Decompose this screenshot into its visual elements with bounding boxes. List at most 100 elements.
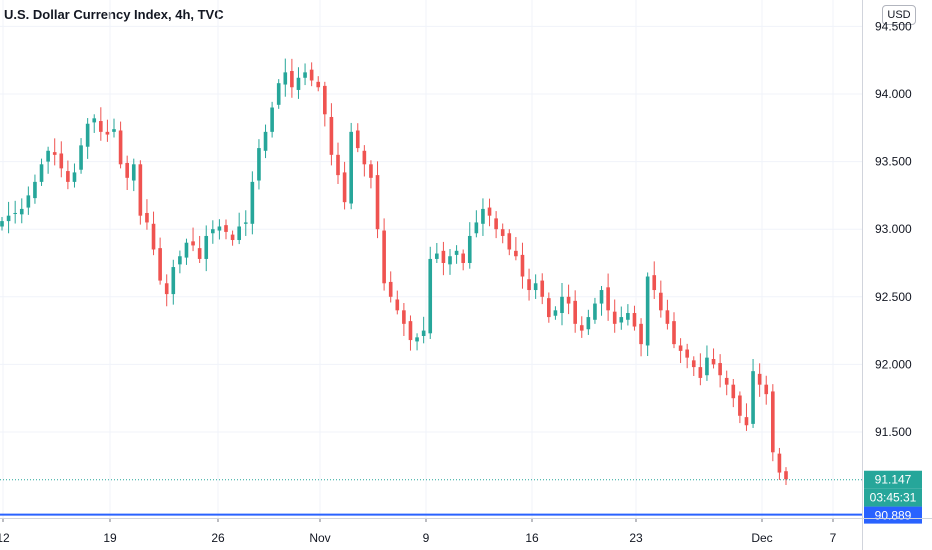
x-tick-label: 26 [211, 531, 225, 545]
candle-body [500, 229, 505, 236]
candle-body [19, 208, 24, 215]
candle-body [85, 123, 90, 147]
countdown-label-box [864, 488, 922, 507]
candle-body [461, 253, 465, 263]
candle-body [619, 317, 624, 323]
candle-body [421, 330, 426, 337]
candle-body [672, 321, 676, 345]
candle-body [520, 254, 525, 277]
last-price-label-box [864, 470, 922, 489]
price-line-label-box [864, 506, 922, 524]
x-tick-label: 9 [423, 531, 430, 545]
candle-body [547, 298, 551, 318]
candle-body [606, 287, 610, 311]
candle-body [99, 121, 103, 132]
candle-body [579, 325, 584, 331]
x-tick-label: 23 [629, 531, 643, 545]
candle-body [751, 371, 755, 424]
candle-body [257, 148, 261, 181]
candle-body [467, 235, 472, 263]
candle-body [527, 279, 531, 291]
candle-body [553, 310, 558, 316]
candle-body [691, 360, 696, 368]
candle-body [263, 131, 268, 151]
candle-body [309, 69, 314, 81]
candle-body [632, 313, 637, 327]
y-tick-label: 94.000 [875, 87, 912, 101]
candle-body [428, 258, 433, 334]
candle-body [349, 131, 353, 204]
x-tick-label: 12 [0, 531, 10, 545]
candle-body [131, 164, 136, 181]
chart-title: U.S. Dollar Currency Index, 4h, TVC [4, 7, 224, 22]
candle-body [316, 81, 321, 88]
candle-body [408, 321, 413, 341]
last-price-label: 91.147 [875, 473, 912, 487]
candle-body [0, 221, 4, 227]
candle-body [171, 267, 176, 295]
candle-body [586, 317, 591, 330]
candle-body [375, 175, 380, 230]
candle-body [66, 171, 70, 182]
candle-body [481, 208, 485, 224]
candle-body [118, 130, 123, 165]
candle-body [362, 150, 367, 165]
candlestick-series [0, 58, 788, 485]
candle-body [738, 395, 742, 416]
candle-body [283, 72, 288, 85]
candle-body [151, 223, 156, 250]
candle-body [184, 242, 189, 258]
candle-body [39, 164, 44, 182]
y-tick-label: 91.500 [875, 425, 912, 439]
candle-body [237, 226, 241, 241]
candle-body [645, 276, 650, 346]
candle-body [230, 234, 235, 241]
candle-body [757, 373, 762, 385]
candle-body [105, 131, 110, 135]
y-tick-label: 93.000 [875, 222, 912, 236]
candle-body [764, 384, 769, 395]
candle-body [382, 230, 386, 284]
y-tick-label: 92.500 [875, 290, 912, 304]
candle-body [718, 363, 722, 376]
candle-body [178, 256, 182, 265]
candle-body [125, 162, 129, 178]
currency-selector-button[interactable]: USD [882, 5, 916, 25]
candle-body [224, 225, 228, 232]
candle-body [415, 337, 419, 342]
candle-body [243, 222, 248, 224]
candle-body [454, 250, 459, 255]
candle-body [652, 275, 657, 291]
candle-body [204, 235, 209, 259]
candle-body [138, 164, 143, 216]
candle-body [402, 310, 406, 324]
x-tick-label: 16 [525, 531, 539, 545]
candle-body [626, 313, 630, 320]
candle-body [276, 83, 281, 105]
candle-body [250, 181, 255, 224]
candle-body [784, 471, 788, 480]
candle-body [533, 283, 538, 291]
x-tick-label: 7 [830, 531, 837, 545]
countdown-label: 03:45:31 [870, 491, 917, 505]
candle-body [46, 150, 50, 162]
candle-body [270, 107, 274, 132]
candle-body [395, 299, 400, 311]
candle-body [329, 116, 334, 155]
price-line-label: 90.889 [875, 509, 912, 523]
candle-body [560, 296, 564, 314]
candle-body [112, 129, 116, 132]
candle-body [388, 281, 393, 297]
candle-body [507, 233, 512, 250]
candle-body [145, 212, 149, 223]
candle-body [685, 349, 689, 358]
candle-body [705, 357, 709, 376]
x-tick-label: Nov [309, 531, 330, 545]
candle-body [711, 358, 716, 365]
candle-body [336, 154, 340, 176]
candle-body [303, 72, 307, 78]
candle-body [678, 345, 683, 351]
y-tick-label: 92.000 [875, 357, 912, 371]
